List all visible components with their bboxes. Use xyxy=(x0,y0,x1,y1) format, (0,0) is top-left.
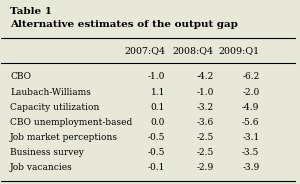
Text: -0.5: -0.5 xyxy=(148,148,165,157)
Text: -3.1: -3.1 xyxy=(242,133,260,142)
Text: 0.0: 0.0 xyxy=(151,118,165,127)
Text: -3.9: -3.9 xyxy=(242,163,260,172)
Text: -3.5: -3.5 xyxy=(242,148,260,157)
Text: -3.6: -3.6 xyxy=(196,118,214,127)
Text: -2.0: -2.0 xyxy=(242,88,260,97)
Text: -2.5: -2.5 xyxy=(196,148,214,157)
Text: -4.2: -4.2 xyxy=(196,72,214,81)
Text: Alternative estimates of the output gap: Alternative estimates of the output gap xyxy=(10,20,238,29)
Text: -1.0: -1.0 xyxy=(196,88,214,97)
Text: -0.5: -0.5 xyxy=(148,133,165,142)
Text: Job market perceptions: Job market perceptions xyxy=(10,133,118,142)
Text: Capacity utilization: Capacity utilization xyxy=(10,103,100,112)
Text: Business survey: Business survey xyxy=(10,148,84,157)
Text: 2008:Q4: 2008:Q4 xyxy=(173,46,214,55)
Text: 0.1: 0.1 xyxy=(151,103,165,112)
Text: -2.5: -2.5 xyxy=(196,133,214,142)
Text: Laubach-Williams: Laubach-Williams xyxy=(10,88,91,97)
Text: Table 1: Table 1 xyxy=(10,7,52,16)
Text: -5.6: -5.6 xyxy=(242,118,260,127)
Text: 1.1: 1.1 xyxy=(151,88,165,97)
Text: 2009:Q1: 2009:Q1 xyxy=(218,46,260,55)
Text: 2007:Q4: 2007:Q4 xyxy=(124,46,165,55)
Text: -1.0: -1.0 xyxy=(148,72,165,81)
Text: -3.2: -3.2 xyxy=(196,103,214,112)
Text: -6.2: -6.2 xyxy=(242,72,260,81)
Text: Job vacancies: Job vacancies xyxy=(10,163,73,172)
Text: -4.9: -4.9 xyxy=(242,103,260,112)
Text: -0.1: -0.1 xyxy=(148,163,165,172)
Text: CBO unemployment-based: CBO unemployment-based xyxy=(10,118,133,127)
Text: CBO: CBO xyxy=(10,72,31,81)
Text: -2.9: -2.9 xyxy=(196,163,214,172)
